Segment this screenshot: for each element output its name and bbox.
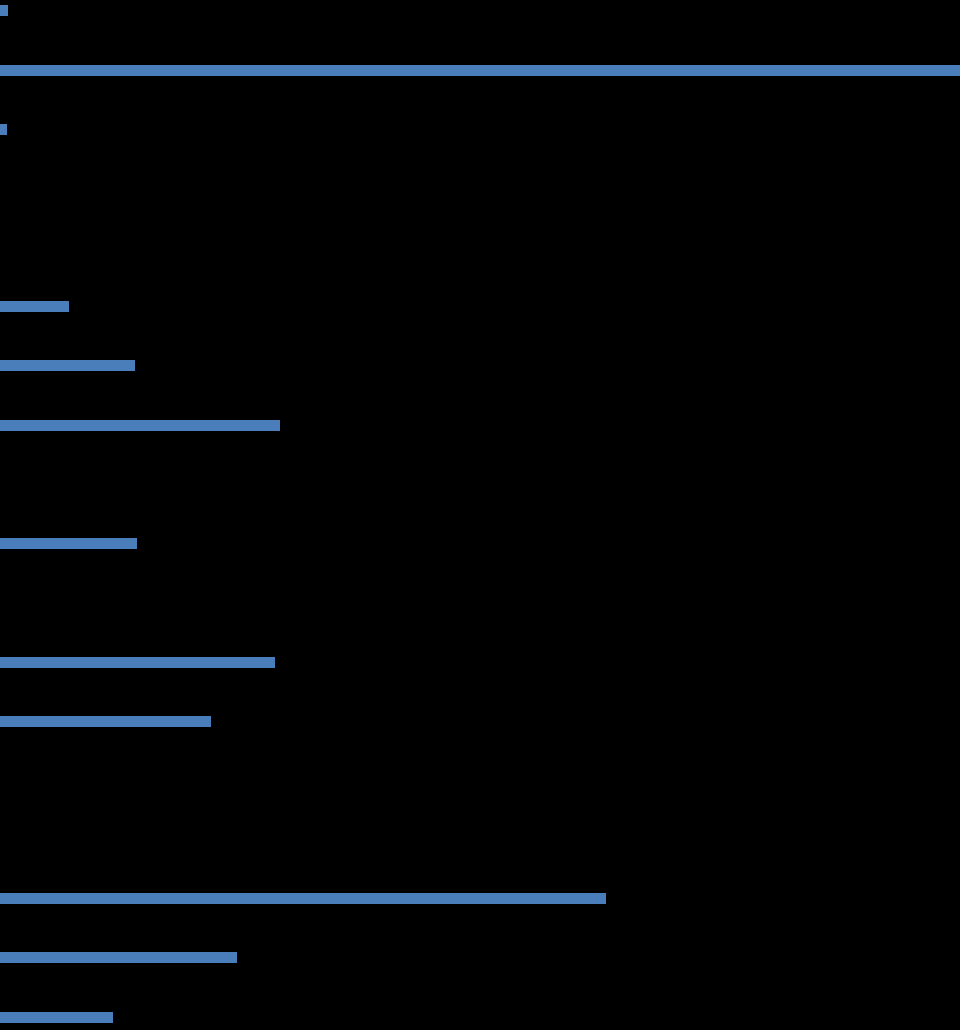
horizontal-bar-chart bbox=[0, 0, 960, 1030]
bar-1 bbox=[0, 65, 960, 76]
bar-7 bbox=[0, 657, 275, 668]
bar-3 bbox=[0, 301, 69, 312]
bar-0 bbox=[0, 5, 8, 16]
bar-5 bbox=[0, 420, 280, 431]
bar-4 bbox=[0, 360, 135, 371]
bar-9 bbox=[0, 893, 606, 904]
bar-10 bbox=[0, 952, 237, 963]
bar-6 bbox=[0, 538, 137, 549]
bar-8 bbox=[0, 716, 211, 727]
bar-11 bbox=[0, 1012, 113, 1023]
bar-2 bbox=[0, 124, 7, 135]
